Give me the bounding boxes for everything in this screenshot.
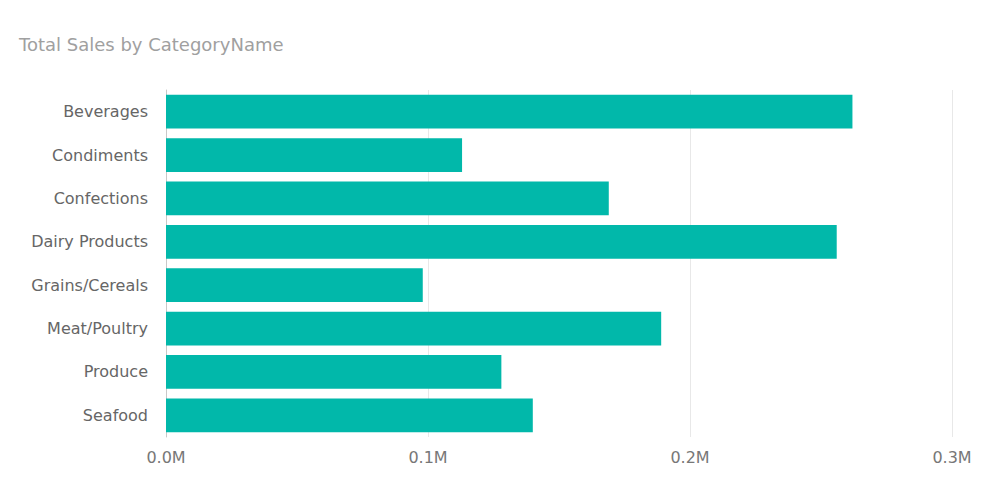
svg-text:Produce: Produce <box>84 362 148 381</box>
svg-text:Confections: Confections <box>54 189 148 208</box>
svg-text:0.1M: 0.1M <box>408 448 447 467</box>
svg-text:0.2M: 0.2M <box>670 448 709 467</box>
svg-text:Meat/Poultry: Meat/Poultry <box>47 319 148 338</box>
svg-text:0.3M: 0.3M <box>932 448 971 467</box>
svg-text:Dairy Products: Dairy Products <box>31 232 148 251</box>
svg-text:0.0M: 0.0M <box>146 448 185 467</box>
svg-text:Seafood: Seafood <box>83 406 148 425</box>
svg-text:Total Sales by CategoryName: Total Sales by CategoryName <box>18 34 284 55</box>
svg-text:Condiments: Condiments <box>52 146 148 165</box>
svg-text:Grains/Cereals: Grains/Cereals <box>31 276 148 295</box>
svg-text:Beverages: Beverages <box>63 102 148 121</box>
